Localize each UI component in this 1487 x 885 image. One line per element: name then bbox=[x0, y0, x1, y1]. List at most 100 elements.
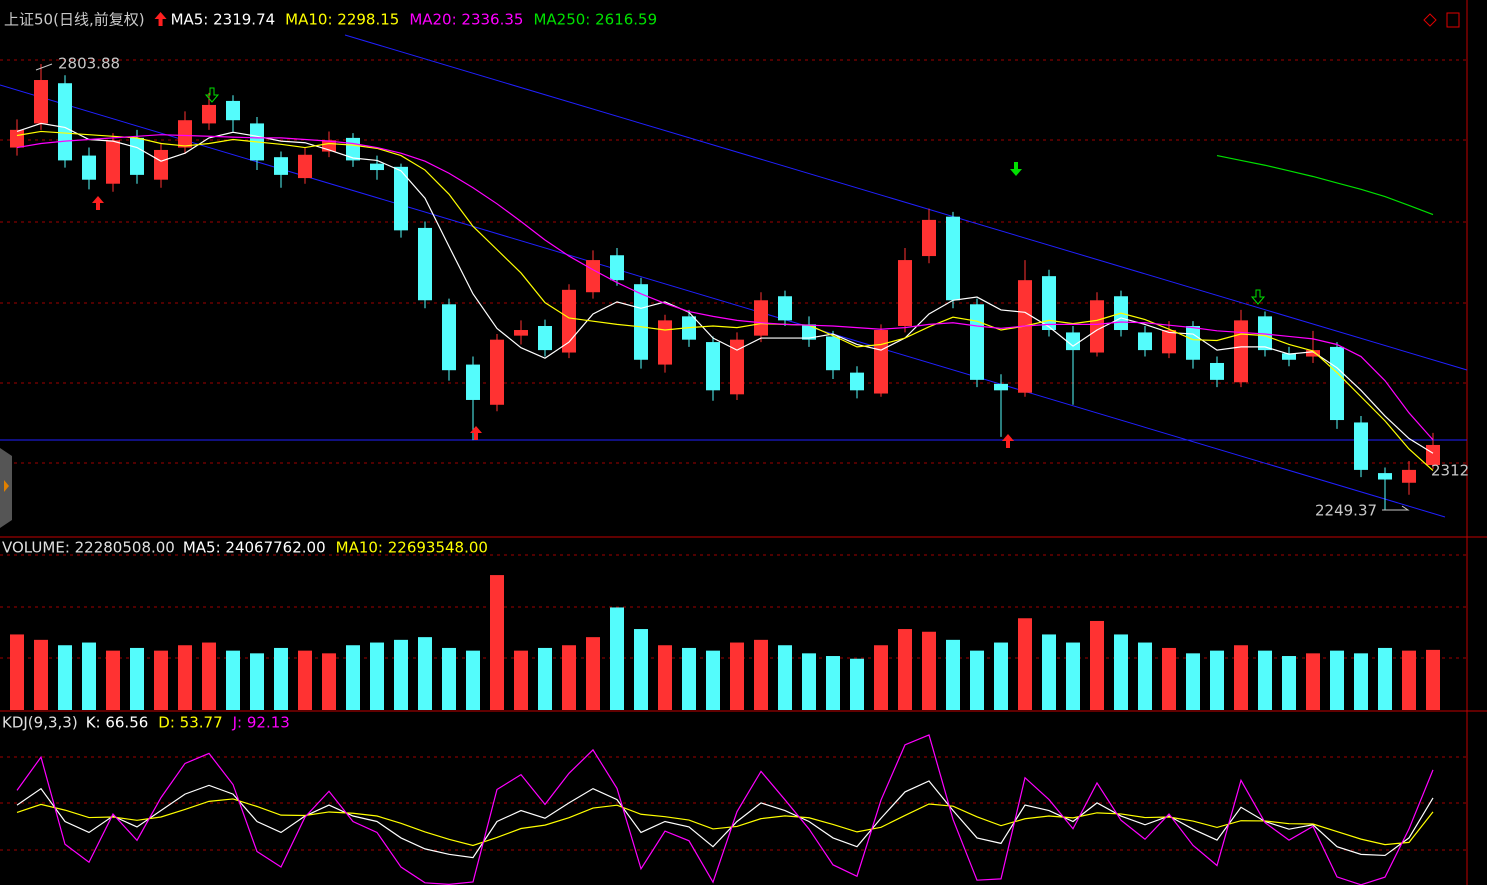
candle-body bbox=[970, 304, 984, 380]
buy-signal bbox=[470, 426, 482, 440]
volume-bar bbox=[1114, 634, 1128, 710]
min-label: 2249.37 bbox=[1315, 502, 1377, 520]
candle-body bbox=[370, 163, 384, 171]
candle-body bbox=[1042, 276, 1056, 331]
candle-body bbox=[922, 219, 936, 257]
legend-entry: D: 53.77 bbox=[158, 714, 222, 732]
buy-signal bbox=[1002, 434, 1014, 448]
volume-bar bbox=[634, 629, 648, 710]
pane-header: VOLUME: 22280508.00 bbox=[2, 539, 175, 557]
volume-bar bbox=[850, 658, 864, 710]
volume-bar bbox=[106, 650, 120, 710]
volume-bar bbox=[154, 650, 168, 710]
sell-signal bbox=[1010, 162, 1022, 176]
volume-bar bbox=[730, 642, 744, 710]
candle-body bbox=[274, 157, 288, 175]
candle-body bbox=[778, 296, 792, 321]
legend-entry: MA5: 2319.74 bbox=[171, 11, 276, 29]
candle-body bbox=[706, 342, 720, 391]
candle-body bbox=[418, 227, 432, 301]
candle-body bbox=[1090, 300, 1104, 353]
legend-arrow bbox=[154, 12, 167, 26]
sell-signal bbox=[1250, 289, 1266, 305]
legend-entry: K: 66.56 bbox=[86, 714, 149, 732]
volume-bar bbox=[562, 645, 576, 710]
candle-body bbox=[730, 339, 744, 395]
volume-bar bbox=[178, 645, 192, 710]
candle-body bbox=[1066, 332, 1080, 351]
legend-entry: MA10: 2298.15 bbox=[285, 11, 399, 29]
legend-entry: MA10: 22693548.00 bbox=[336, 539, 488, 557]
indicator-line bbox=[16, 780, 1434, 859]
volume-bar bbox=[1042, 634, 1056, 710]
candle-body bbox=[202, 104, 216, 124]
volume-bar bbox=[1258, 650, 1272, 710]
candle-body bbox=[1234, 320, 1248, 383]
volume-bar bbox=[922, 631, 936, 710]
icon[interactable] bbox=[1423, 13, 1437, 27]
volume-bar bbox=[1018, 618, 1032, 710]
volume-bar bbox=[1162, 647, 1176, 710]
volume-bar bbox=[538, 647, 552, 710]
candle-body bbox=[226, 100, 240, 121]
current-label: 2312 bbox=[1431, 462, 1469, 480]
candle-body bbox=[322, 140, 336, 152]
volume-bar bbox=[1306, 653, 1320, 710]
indicator-line bbox=[16, 734, 1434, 885]
candle-body bbox=[586, 260, 600, 293]
candle-body bbox=[1378, 473, 1392, 480]
volume-bar bbox=[994, 642, 1008, 710]
candle-body bbox=[1330, 346, 1344, 421]
candle-body bbox=[1306, 350, 1320, 357]
volume-bar bbox=[898, 629, 912, 710]
volume-bar bbox=[226, 650, 240, 710]
volume-bar bbox=[610, 607, 624, 710]
buy-signal bbox=[92, 196, 104, 210]
candle-body bbox=[154, 149, 168, 180]
candle-body bbox=[946, 216, 960, 301]
indicator-line bbox=[16, 122, 1434, 454]
candle-body bbox=[658, 320, 672, 365]
volume-bar bbox=[274, 647, 288, 710]
candle-body bbox=[178, 120, 192, 148]
volume-bar bbox=[298, 650, 312, 710]
volume-bar bbox=[1378, 647, 1392, 710]
trend-line bbox=[344, 34, 1468, 371]
candle-body bbox=[10, 129, 24, 148]
icon[interactable] bbox=[1446, 12, 1460, 28]
legend-entry: MA5: 24067762.00 bbox=[183, 539, 326, 557]
candle-body bbox=[1258, 316, 1272, 351]
marks bbox=[10, 64, 1440, 885]
volume-bar bbox=[1426, 649, 1440, 710]
candle-body bbox=[850, 372, 864, 391]
indicator-line bbox=[1216, 154, 1434, 216]
candle-body bbox=[106, 140, 120, 184]
volume-bar bbox=[82, 642, 96, 710]
volume-bar bbox=[1186, 653, 1200, 710]
candle-body bbox=[1354, 422, 1368, 470]
volume-bar bbox=[346, 645, 360, 710]
indicator-line bbox=[16, 130, 1434, 472]
volume-bar bbox=[1282, 656, 1296, 710]
volume-bar bbox=[58, 645, 72, 710]
max-label: 2803.88 bbox=[58, 55, 120, 73]
candle-body bbox=[442, 304, 456, 371]
volume-bar bbox=[682, 647, 696, 710]
volume-bar bbox=[370, 642, 384, 710]
candle-body bbox=[634, 284, 648, 360]
candle-body bbox=[346, 137, 360, 161]
volume-bar bbox=[1330, 650, 1344, 710]
volume-bar bbox=[1138, 642, 1152, 710]
legend-entry: J: 92.13 bbox=[232, 714, 290, 732]
volume-bar bbox=[970, 650, 984, 710]
volume-bar bbox=[874, 645, 888, 710]
candle-body bbox=[466, 364, 480, 400]
volume-bar bbox=[802, 653, 816, 710]
pane-title: KDJ(9,3,3) bbox=[2, 714, 78, 732]
price-header: 上证50(日线,前复权) MA5: 2319.74 MA10: 2298.15 MA… bbox=[4, 11, 657, 29]
volume-bar bbox=[706, 650, 720, 710]
volume-bar bbox=[466, 650, 480, 710]
candle-body bbox=[58, 83, 72, 161]
